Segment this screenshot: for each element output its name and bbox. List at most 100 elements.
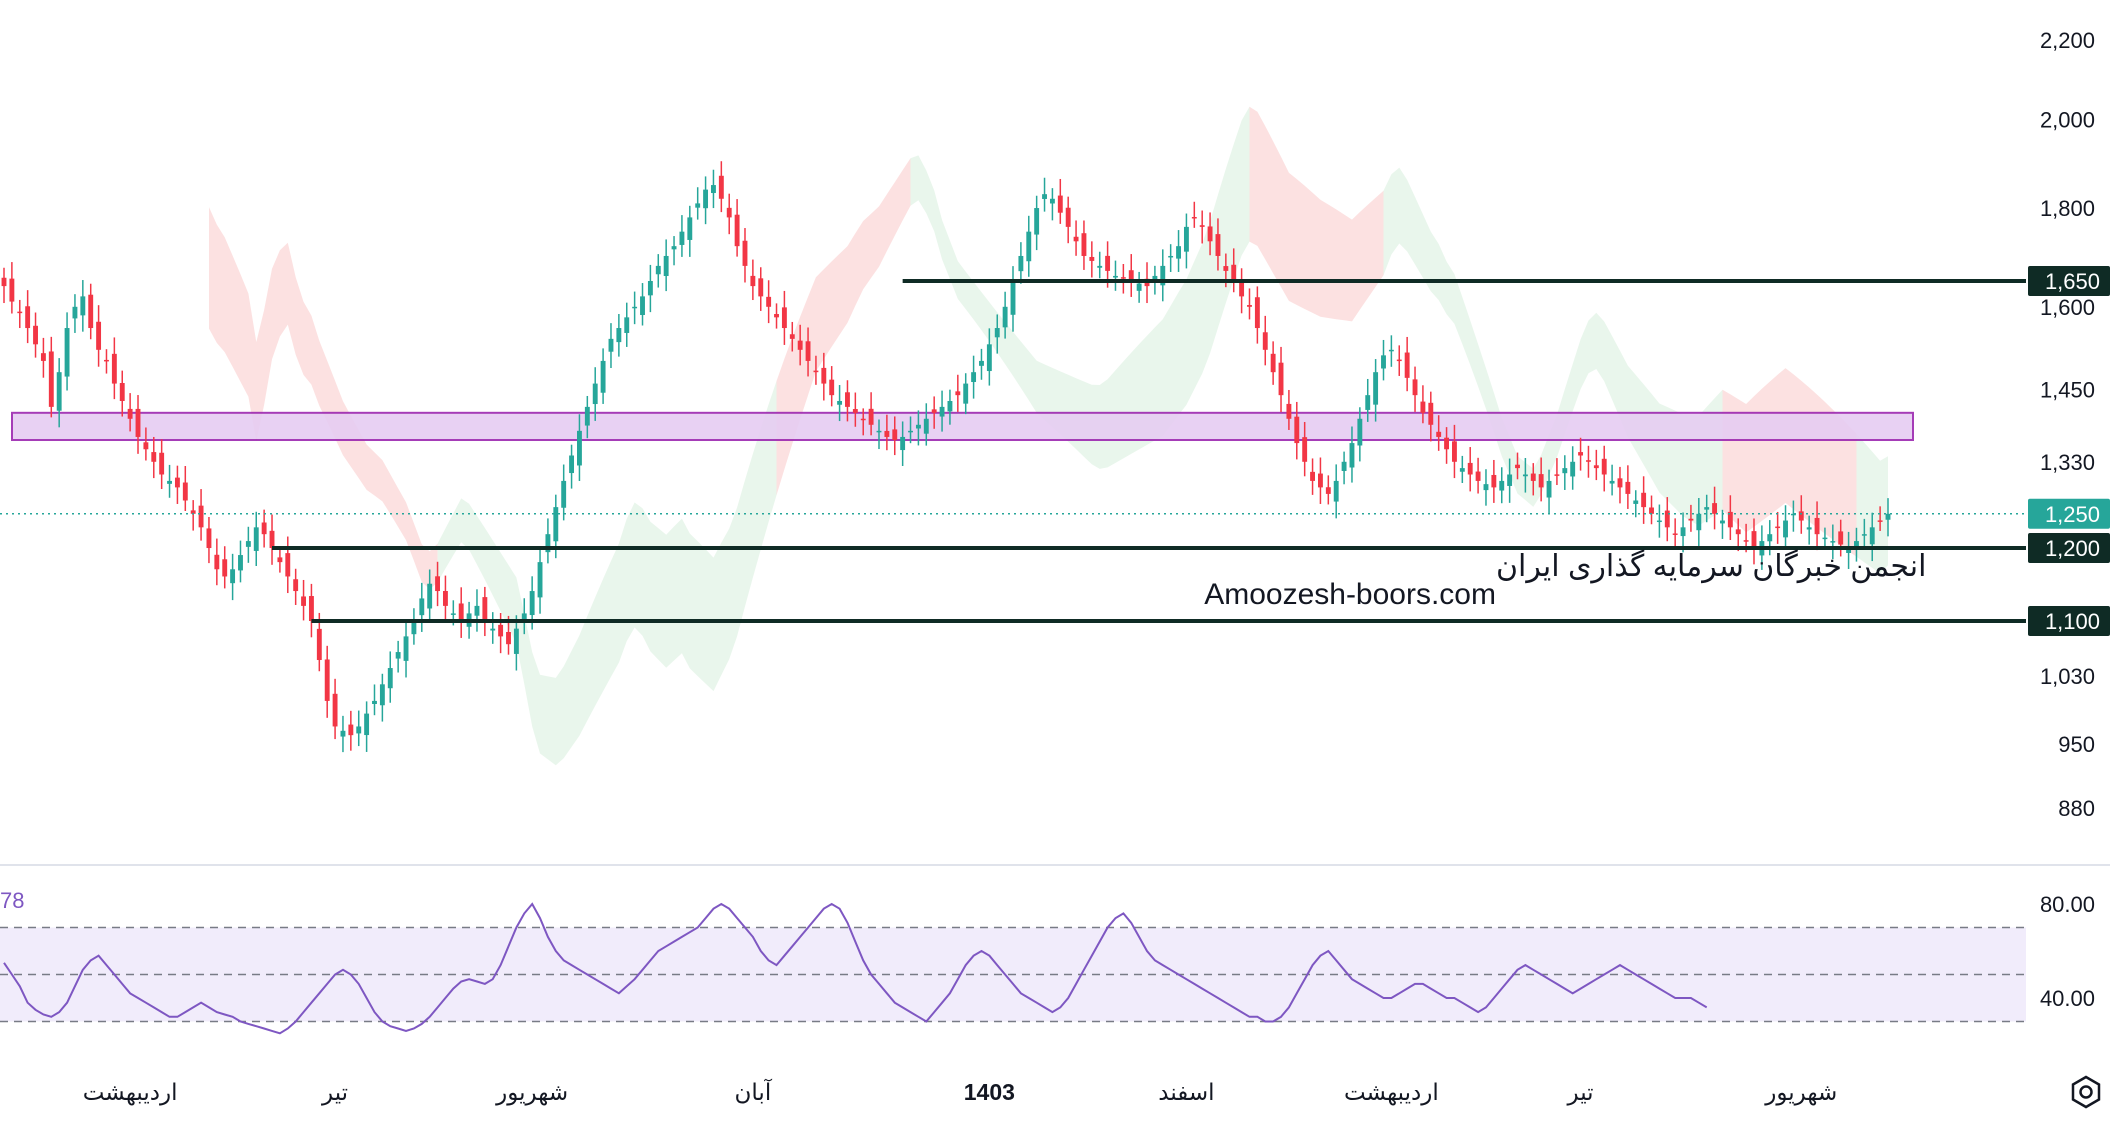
candle-body	[624, 317, 630, 333]
candle-body	[135, 408, 141, 437]
candle	[584, 395, 590, 439]
candle-body	[1278, 362, 1284, 396]
candle-body	[1767, 534, 1773, 542]
candle-body	[450, 613, 456, 615]
candle	[1806, 515, 1812, 545]
cloud-segment	[910, 106, 1250, 469]
candle	[1183, 213, 1189, 269]
candle-body	[1010, 281, 1016, 315]
candle	[1199, 210, 1205, 244]
candle-body	[1105, 255, 1111, 271]
gear-icon[interactable]	[2071, 1075, 2101, 1109]
candle-body	[419, 598, 425, 616]
horizontal-levels[interactable]	[272, 279, 2026, 623]
cloud-segment	[1722, 368, 1857, 557]
candle	[1861, 518, 1867, 549]
candle-body	[1436, 431, 1442, 437]
candle-body	[900, 436, 906, 451]
price-tick-label: 1,800	[2040, 196, 2095, 221]
candle-body	[1049, 198, 1055, 204]
price-badge-label: 1,250	[2045, 502, 2100, 527]
candle-body	[348, 724, 354, 736]
candle	[458, 587, 464, 638]
price-badge-bg	[2028, 498, 2110, 529]
candle	[718, 161, 724, 213]
cloud-segment	[209, 207, 304, 442]
candle	[1609, 464, 1615, 496]
candle	[419, 582, 425, 632]
candle	[608, 323, 614, 369]
candle-body	[1554, 474, 1560, 476]
candle	[245, 526, 251, 563]
candle-body	[1341, 461, 1347, 471]
candle	[1317, 457, 1323, 504]
candle-body	[1530, 473, 1536, 481]
candle-body	[277, 557, 283, 563]
candle	[1113, 260, 1118, 291]
candle	[600, 348, 606, 404]
candle	[577, 414, 582, 482]
candle-body	[1704, 507, 1710, 510]
price-badge: 1,200	[2028, 533, 2110, 564]
candle-body	[1806, 527, 1812, 530]
candle	[1042, 177, 1047, 212]
candle-body	[908, 430, 913, 433]
candle	[1720, 509, 1725, 539]
support-resistance-zone	[11, 411, 1914, 442]
candle	[40, 337, 46, 378]
time-tick-label: 1403	[964, 1079, 1015, 1105]
candle	[1451, 424, 1457, 479]
candle-body	[1191, 216, 1197, 219]
candle-body	[1854, 541, 1859, 547]
candle	[293, 568, 299, 605]
candle-body	[498, 624, 504, 637]
rsi-value-label: 78	[0, 888, 24, 913]
candle	[64, 312, 70, 391]
candle-body	[88, 294, 94, 329]
watermark-line2: Amoozesh-boors.com	[1204, 578, 1496, 611]
candle-body	[695, 203, 701, 208]
candle-body	[1885, 513, 1891, 520]
candle	[908, 416, 913, 444]
candle-body	[1231, 264, 1237, 281]
candle-body	[1451, 441, 1457, 462]
rsi-axis: 80.00 40.00	[2040, 892, 2095, 1011]
candle-body	[167, 480, 172, 484]
candle	[1522, 458, 1528, 493]
price-axis[interactable]: 2,200 2,000 1,800 1,600 1,450 1,330 1,030 950 88…	[2040, 28, 2095, 821]
candle	[1735, 518, 1741, 552]
candle	[88, 283, 94, 340]
candle-body	[923, 418, 929, 434]
candle-body	[1869, 527, 1875, 545]
candle-body	[1538, 474, 1544, 488]
candle-body	[364, 713, 370, 736]
candle-body	[1183, 226, 1189, 252]
candle	[111, 337, 117, 400]
price-badge: 1,100	[2028, 606, 2110, 636]
candle	[726, 193, 732, 235]
candle	[1294, 401, 1300, 460]
candle	[301, 579, 306, 621]
candle-body	[482, 597, 488, 621]
price-tick-label: 2,000	[2040, 108, 2095, 133]
candle	[482, 586, 488, 637]
candle	[1357, 407, 1363, 462]
candle-body	[513, 628, 519, 654]
candle	[1160, 249, 1166, 302]
candle	[135, 395, 141, 454]
time-tick-label: شهریور	[1764, 1079, 1837, 1106]
candle-body	[1814, 517, 1820, 535]
candle	[813, 355, 819, 385]
candle-body	[1412, 379, 1418, 396]
candle	[1444, 427, 1450, 464]
candle	[1877, 506, 1883, 531]
candle	[104, 349, 109, 374]
candle-body	[1381, 355, 1386, 369]
candle	[1869, 512, 1875, 562]
candle	[1302, 421, 1308, 477]
time-axis[interactable]: اردیبهشت تیر شهریور آبان 1403 اسفند اردیبهشت تی…	[83, 1078, 1838, 1106]
candle	[860, 408, 866, 436]
candle	[1846, 531, 1852, 569]
candle	[230, 553, 236, 601]
